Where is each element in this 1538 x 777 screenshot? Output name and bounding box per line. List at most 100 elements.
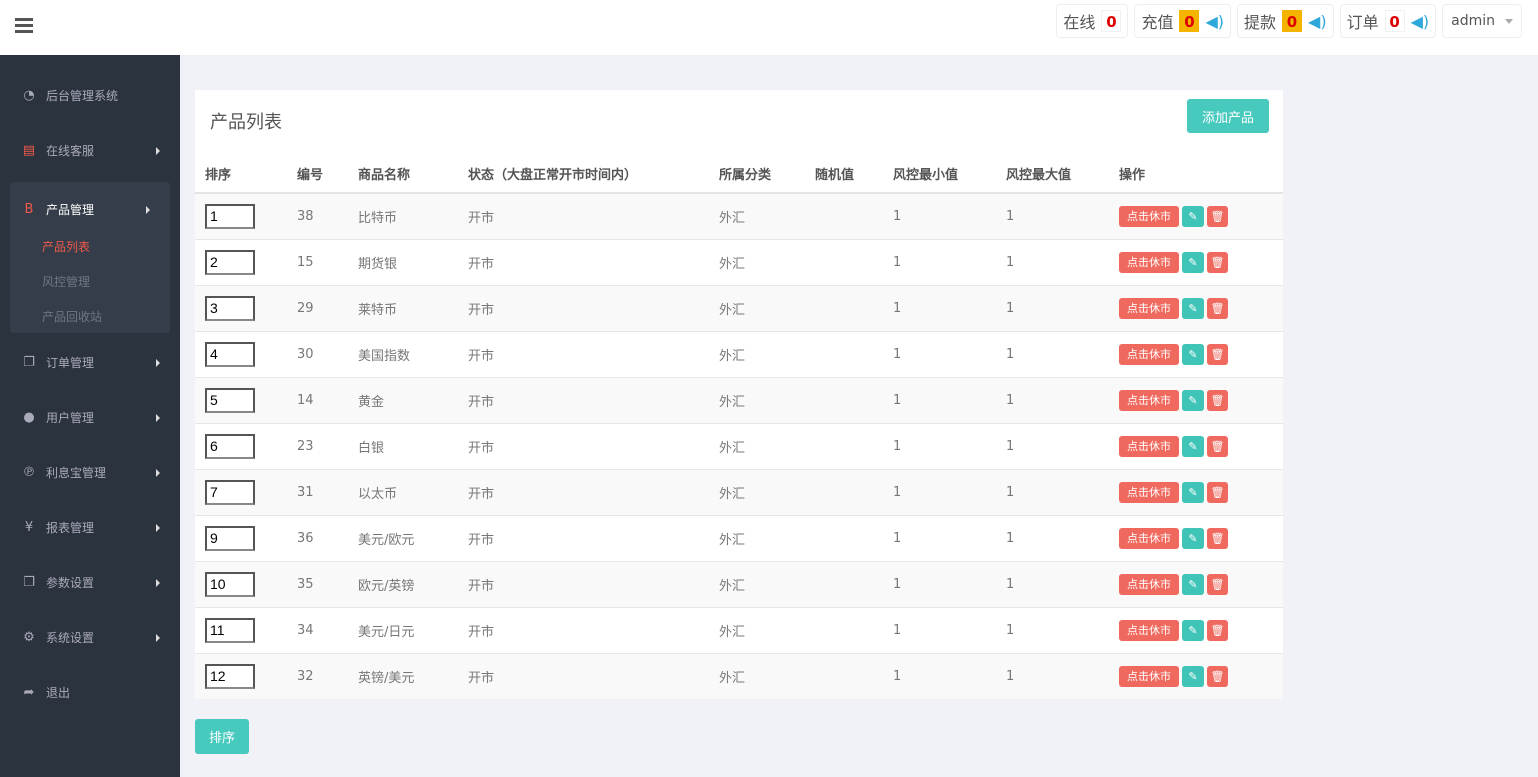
trash-icon[interactable]: 🗑 — [1207, 297, 1228, 319]
sidebar-item-7[interactable]: ❐ 参数设置 — [0, 555, 180, 610]
close-market-button[interactable]: 点击休市 — [1119, 297, 1179, 319]
sidebar-item-6[interactable]: ¥ 报表管理 — [0, 500, 180, 555]
sidebar-item-9[interactable]: ➦ 退出 — [0, 665, 180, 720]
sidebar-subitem-0[interactable]: 产品列表 — [42, 240, 91, 254]
caret-down-icon — [1505, 18, 1513, 24]
trash-icon[interactable]: 🗑 — [1207, 251, 1228, 273]
sidebar-item-label: 利息宝管理 — [46, 466, 107, 480]
actions-cell: 点击休市 ✎ 🗑 — [1109, 652, 1283, 699]
volume-icon[interactable]: ◀) — [1205, 11, 1224, 31]
cogs-icon: ⚙ — [23, 630, 35, 645]
sidebar-item-5[interactable]: ℗ 利息宝管理 — [0, 445, 180, 500]
edit-icon[interactable]: ✎ — [1182, 435, 1204, 457]
edit-icon[interactable]: ✎ — [1182, 389, 1204, 411]
sort-order-input[interactable] — [205, 387, 255, 413]
actions-cell: 点击休市 ✎ 🗑 — [1109, 192, 1283, 239]
sidebar-subitem-2[interactable]: 产品回收站 — [42, 310, 103, 324]
table-cell: 白银 — [348, 422, 458, 469]
edit-icon[interactable]: ✎ — [1182, 343, 1204, 365]
close-market-button[interactable]: 点击休市 — [1119, 343, 1179, 365]
edit-icon[interactable]: ✎ — [1182, 251, 1204, 273]
sort-cell — [195, 422, 287, 469]
sidebar-group-products: B 产品管理产品列表风控管理产品回收站 — [10, 182, 170, 333]
volume-icon[interactable]: ◀) — [1410, 11, 1430, 31]
sidebar-item-0[interactable]: ◔ 后台管理系统 — [0, 68, 180, 123]
close-market-button[interactable]: 点击休市 — [1119, 389, 1179, 411]
table-cell: 开市 — [458, 652, 709, 699]
stat-0[interactable]: 在线 0 — [1056, 4, 1129, 38]
table-cell: 外汇 — [709, 192, 805, 239]
sort-order-input[interactable] — [205, 571, 255, 597]
table-cell: 1 — [883, 560, 996, 607]
trash-icon[interactable]: 🗑 — [1207, 389, 1228, 411]
sidebar-item-8[interactable]: ⚙ 系统设置 — [0, 610, 180, 665]
trash-icon[interactable]: 🗑 — [1207, 619, 1228, 641]
sort-order-input[interactable] — [205, 295, 255, 321]
trash-icon[interactable]: 🗑 — [1207, 343, 1228, 365]
table-cell: 美元/欧元 — [348, 514, 458, 561]
close-market-button[interactable]: 点击休市 — [1119, 619, 1179, 641]
sort-order-input[interactable] — [205, 341, 255, 367]
user-menu[interactable]: admin — [1442, 4, 1522, 38]
trash-icon[interactable]: 🗑 — [1207, 435, 1228, 457]
sidebar-item-2[interactable]: B 产品管理 — [10, 182, 170, 237]
edit-icon[interactable]: ✎ — [1182, 619, 1204, 641]
actions-cell: 点击休市 ✎ 🗑 — [1109, 238, 1283, 285]
sort-order-input[interactable] — [205, 433, 255, 459]
column-header: 操作 — [1109, 154, 1283, 194]
sort-cell — [195, 560, 287, 607]
stat-label: 提款 — [1244, 13, 1277, 32]
close-market-button[interactable]: 点击休市 — [1119, 481, 1179, 503]
sort-order-input[interactable] — [205, 479, 255, 505]
sidebar-item-4[interactable]: ● 用户管理 — [0, 390, 180, 445]
close-market-button[interactable]: 点击休市 — [1119, 205, 1179, 227]
table-cell: 外汇 — [709, 284, 805, 331]
sidebar-item-3[interactable]: ❐ 订单管理 — [0, 335, 180, 390]
menu-toggle-icon[interactable] — [15, 18, 33, 34]
edit-icon[interactable]: ✎ — [1182, 665, 1204, 687]
sort-order-input[interactable] — [205, 617, 255, 643]
table-cell: 开市 — [458, 560, 709, 607]
table-cell: 外汇 — [709, 606, 805, 653]
stat-1[interactable]: 充值 0 ◀) — [1134, 4, 1231, 38]
add-product-button[interactable]: 添加产品 — [1187, 99, 1269, 133]
actions-cell: 点击休市 ✎ 🗑 — [1109, 422, 1283, 469]
edit-icon[interactable]: ✎ — [1182, 481, 1204, 503]
sort-order-input[interactable] — [205, 203, 255, 229]
sidebar-item-1[interactable]: ▤ 在线客服 — [0, 123, 180, 178]
actions-cell: 点击休市 ✎ 🗑 — [1109, 560, 1283, 607]
actions-cell: 点击休市 ✎ 🗑 — [1109, 514, 1283, 561]
close-market-button[interactable]: 点击休市 — [1119, 251, 1179, 273]
sort-button[interactable]: 排序 — [195, 719, 249, 754]
trash-icon[interactable]: 🗑 — [1207, 527, 1228, 549]
trash-icon[interactable]: 🗑 — [1207, 205, 1228, 227]
volume-icon[interactable]: ◀) — [1308, 11, 1327, 31]
close-market-button[interactable]: 点击休市 — [1119, 527, 1179, 549]
trash-icon[interactable]: 🗑 — [1207, 481, 1228, 503]
table-cell: 外汇 — [709, 652, 805, 699]
sort-order-input[interactable] — [205, 663, 255, 689]
close-market-button[interactable]: 点击休市 — [1119, 573, 1179, 595]
trash-icon[interactable]: 🗑 — [1207, 573, 1228, 595]
sidebar-subitem-1[interactable]: 风控管理 — [42, 275, 91, 289]
stat-2[interactable]: 提款 0 ◀) — [1237, 4, 1334, 38]
sort-order-input[interactable] — [205, 249, 255, 275]
top-bar: 在线 0 充值 0 ◀) 提款 0 ◀) 订单 0 ◀) admin — [0, 0, 1538, 55]
column-header: 编号 — [287, 154, 348, 194]
close-market-button[interactable]: 点击休市 — [1119, 665, 1179, 687]
edit-icon[interactable]: ✎ — [1182, 527, 1204, 549]
table-cell — [805, 422, 883, 469]
edit-icon[interactable]: ✎ — [1182, 573, 1204, 595]
table-cell: 30 — [287, 330, 348, 377]
table-cell: 黄金 — [348, 376, 458, 423]
sort-order-input[interactable] — [205, 525, 255, 551]
edit-icon[interactable]: ✎ — [1182, 205, 1204, 227]
edit-icon[interactable]: ✎ — [1182, 297, 1204, 319]
table-cell — [805, 376, 883, 423]
trash-icon[interactable]: 🗑 — [1207, 665, 1228, 687]
table-cell: 开市 — [458, 192, 709, 239]
stat-3[interactable]: 订单 0 ◀) — [1339, 4, 1437, 38]
close-market-button[interactable]: 点击休市 — [1119, 435, 1179, 457]
